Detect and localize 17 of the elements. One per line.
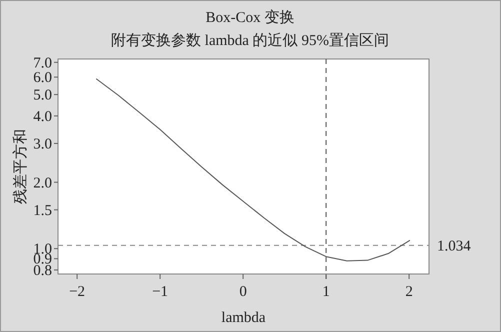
y-tick-label: 6.0 [33,70,52,86]
x-tick-label: −2 [69,284,86,300]
y-tick-label: 7.0 [33,55,52,72]
chart-title: Box-Cox 变换 [206,9,294,26]
x-axis-title: lambda [221,310,266,326]
y-tick-label: 3.0 [33,136,52,152]
x-tick-label: 1 [322,284,330,300]
y-tick-label: 4.0 [33,108,52,125]
chart-subtitle: 附有变换参数 lambda 的近似 95%置信区间 [111,32,389,49]
ref-line-label: 1.034 [437,238,472,254]
x-tick-label: 0 [239,284,247,300]
y-tick-label: 2.0 [33,175,52,192]
y-axis-title: 残差平方和 [12,129,29,204]
x-tick-label: 2 [405,284,413,300]
y-tick-label: 1.5 [33,202,52,219]
x-tick-label: −1 [152,284,168,300]
y-tick-label: 5.0 [33,88,52,104]
